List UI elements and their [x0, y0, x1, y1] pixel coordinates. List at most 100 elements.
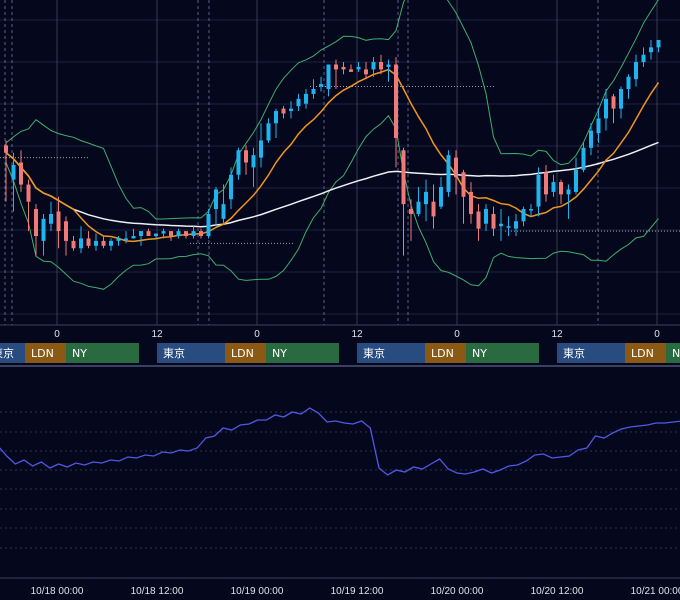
- candle[interactable]: [251, 147, 256, 187]
- candle[interactable]: [566, 184, 571, 219]
- candle[interactable]: [311, 79, 316, 99]
- candle[interactable]: [454, 150, 458, 195]
- candle[interactable]: [589, 123, 593, 156]
- candlestick-series[interactable]: [4, 40, 661, 256]
- candle[interactable]: [551, 174, 556, 197]
- candle[interactable]: [484, 204, 488, 232]
- candle[interactable]: [379, 54, 383, 75]
- candle-body: [266, 123, 271, 141]
- candle[interactable]: [326, 64, 331, 97]
- candle[interactable]: [416, 187, 421, 217]
- candle[interactable]: [244, 145, 248, 175]
- bollinger-bands: [5, 0, 659, 290]
- candle[interactable]: [184, 231, 188, 239]
- candle[interactable]: [124, 231, 128, 244]
- candle[interactable]: [499, 209, 503, 241]
- candle[interactable]: [259, 123, 263, 168]
- session-london-label: LDN: [431, 347, 454, 360]
- candle[interactable]: [386, 59, 391, 82]
- candle[interactable]: [476, 204, 481, 241]
- candle[interactable]: [424, 179, 428, 222]
- candle[interactable]: [199, 228, 203, 239]
- candle[interactable]: [656, 40, 661, 53]
- candle[interactable]: [146, 228, 151, 236]
- indicator-panel: [0, 407, 680, 476]
- candle[interactable]: [304, 89, 308, 109]
- candle[interactable]: [221, 184, 226, 224]
- candle[interactable]: [529, 204, 533, 217]
- candle[interactable]: [11, 152, 16, 212]
- candle[interactable]: [19, 150, 23, 192]
- candle[interactable]: [49, 201, 53, 232]
- candle[interactable]: [409, 199, 413, 241]
- candle-body: [79, 238, 83, 249]
- candle[interactable]: [71, 236, 76, 251]
- candle[interactable]: [506, 216, 511, 236]
- candle[interactable]: [176, 228, 181, 239]
- candle[interactable]: [214, 187, 218, 227]
- candle[interactable]: [94, 233, 98, 251]
- candle[interactable]: [611, 93, 616, 124]
- candle[interactable]: [131, 228, 136, 239]
- candle[interactable]: [649, 40, 653, 60]
- candle[interactable]: [401, 147, 406, 256]
- candle[interactable]: [191, 226, 196, 239]
- candle[interactable]: [26, 179, 31, 232]
- candle[interactable]: [139, 231, 143, 246]
- candle-body: [589, 130, 593, 148]
- candle[interactable]: [101, 236, 106, 249]
- candle[interactable]: [394, 57, 398, 168]
- candle[interactable]: [446, 150, 451, 197]
- candle[interactable]: [274, 108, 278, 138]
- candle[interactable]: [604, 89, 608, 131]
- candle[interactable]: [109, 238, 113, 251]
- candle[interactable]: [341, 62, 346, 75]
- candle[interactable]: [161, 228, 166, 239]
- candle[interactable]: [544, 164, 548, 202]
- candle[interactable]: [154, 233, 158, 239]
- candle[interactable]: [86, 231, 91, 249]
- candle[interactable]: [461, 169, 466, 224]
- candle[interactable]: [319, 76, 323, 92]
- candle[interactable]: [266, 118, 271, 143]
- candle[interactable]: [56, 196, 61, 249]
- candle[interactable]: [334, 59, 338, 89]
- candle[interactable]: [296, 93, 301, 112]
- candle-body: [491, 213, 496, 229]
- candle[interactable]: [596, 108, 601, 143]
- candle[interactable]: [619, 86, 623, 119]
- candle[interactable]: [431, 184, 436, 229]
- candle[interactable]: [574, 157, 578, 195]
- candle[interactable]: [439, 177, 443, 210]
- candle[interactable]: [491, 206, 496, 236]
- candle[interactable]: [4, 140, 8, 202]
- candle[interactable]: [626, 74, 631, 99]
- candle[interactable]: [64, 216, 68, 256]
- candle[interactable]: [559, 179, 563, 205]
- candle[interactable]: [206, 209, 211, 239]
- candle[interactable]: [169, 231, 173, 241]
- candle-body: [214, 189, 218, 210]
- candle[interactable]: [371, 57, 376, 77]
- candle[interactable]: [289, 101, 293, 119]
- candle[interactable]: [349, 64, 353, 72]
- candle[interactable]: [281, 106, 286, 119]
- candle[interactable]: [514, 213, 518, 236]
- candle[interactable]: [236, 147, 241, 180]
- candle[interactable]: [634, 54, 638, 87]
- candle[interactable]: [581, 142, 586, 173]
- candle[interactable]: [41, 213, 46, 256]
- candle[interactable]: [469, 182, 473, 224]
- candle[interactable]: [79, 226, 83, 254]
- candle[interactable]: [364, 62, 368, 80]
- candle[interactable]: [229, 167, 233, 210]
- candle[interactable]: [536, 167, 541, 217]
- candle[interactable]: [116, 236, 121, 246]
- candle[interactable]: [356, 62, 361, 72]
- candle[interactable]: [521, 206, 526, 227]
- candle[interactable]: [641, 47, 646, 67]
- candle[interactable]: [34, 204, 38, 256]
- candle-body: [476, 211, 481, 229]
